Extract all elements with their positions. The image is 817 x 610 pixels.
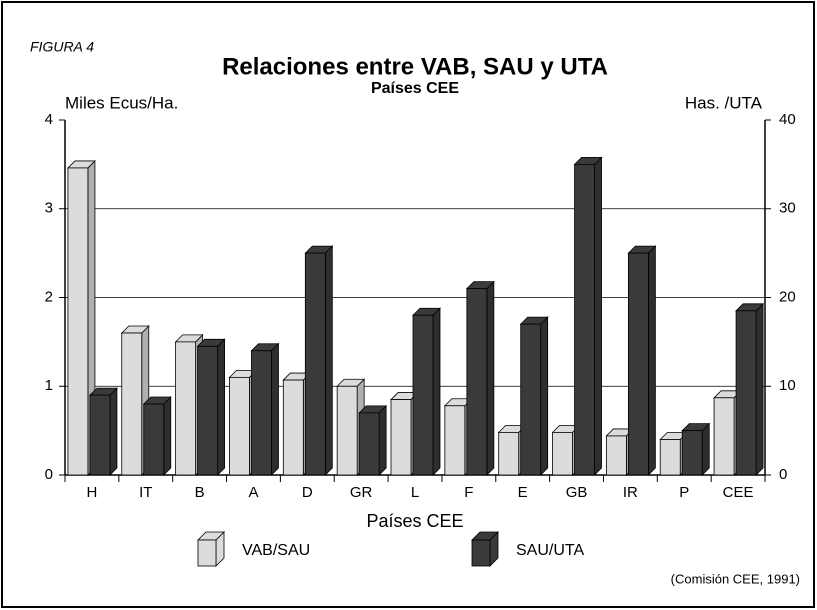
bar xyxy=(735,310,757,476)
bar-side xyxy=(324,245,333,476)
bar xyxy=(520,323,542,476)
bar xyxy=(412,314,434,476)
bar-side xyxy=(755,302,764,476)
bar xyxy=(390,399,412,476)
x-tick-label: P xyxy=(679,484,689,501)
x-tick-label: IT xyxy=(139,484,152,501)
bar xyxy=(659,439,681,476)
y2-tick-label: 30 xyxy=(779,200,796,217)
y2-tick-label: 20 xyxy=(779,288,796,305)
x-axis-label: Países CEE xyxy=(366,511,463,531)
x-tick-label: GR xyxy=(350,484,373,501)
bar xyxy=(681,430,703,476)
bar-side xyxy=(163,396,172,476)
bar xyxy=(444,405,466,476)
chart-subtitle: Países CEE xyxy=(371,80,459,97)
bar-side xyxy=(540,316,549,476)
x-tick-label: F xyxy=(464,484,473,501)
bar xyxy=(143,403,165,476)
bar xyxy=(336,385,358,476)
bar xyxy=(251,350,272,476)
x-tick-label: D xyxy=(302,484,313,501)
bar xyxy=(304,252,326,476)
y2-tick-label: 0 xyxy=(779,466,787,483)
y-tick-label: 1 xyxy=(45,377,53,394)
bar xyxy=(229,376,250,476)
source: (Comisión CEE, 1991) xyxy=(671,571,800,586)
y-tick-label: 3 xyxy=(45,200,53,217)
bar-side xyxy=(432,307,441,476)
bar xyxy=(605,435,627,476)
x-tick-label: A xyxy=(248,484,258,501)
y-tick-label: 0 xyxy=(45,466,53,483)
x-tick-label: GB xyxy=(566,484,588,501)
y2-tick-label: 10 xyxy=(779,377,796,394)
y2-tick-label: 40 xyxy=(779,111,796,128)
x-tick-label: CEE xyxy=(723,484,754,501)
bar xyxy=(175,341,197,476)
y2-axis-label: Has. /UTA xyxy=(685,93,763,112)
bar xyxy=(197,345,219,476)
bar xyxy=(498,431,520,476)
x-tick-label: B xyxy=(195,484,205,501)
bar xyxy=(358,412,380,476)
bar-side xyxy=(217,338,226,476)
x-tick-label: L xyxy=(411,484,419,501)
bar xyxy=(282,379,304,476)
bar-side xyxy=(378,404,387,476)
legend-swatch xyxy=(471,539,491,567)
chart-title: Relaciones entre VAB, SAU y UTA xyxy=(222,53,608,80)
y-tick-label: 2 xyxy=(45,288,53,305)
x-tick-label: H xyxy=(87,484,98,501)
y-axis-label: Miles Ecus/Ha. xyxy=(65,93,178,112)
bar xyxy=(627,252,649,476)
bar xyxy=(466,288,488,476)
x-tick-label: IR xyxy=(623,484,638,501)
bar xyxy=(121,332,143,476)
x-tick-label: E xyxy=(518,484,528,501)
bar-side xyxy=(109,387,118,476)
bar xyxy=(552,431,573,476)
bar xyxy=(574,163,595,476)
bar-side xyxy=(701,422,710,476)
bar-side xyxy=(486,280,495,476)
bar-side xyxy=(594,156,602,476)
bar-side xyxy=(271,342,279,476)
y-tick-label: 4 xyxy=(45,111,53,128)
legend-label: SAU/UTA xyxy=(516,542,584,559)
bar xyxy=(89,394,111,476)
legend-label: VAB/SAU xyxy=(242,542,310,559)
legend-swatch xyxy=(197,539,217,567)
bar xyxy=(67,167,89,476)
bar-side xyxy=(647,245,656,476)
bar xyxy=(713,397,735,476)
figure-label: FIGURA 4 xyxy=(30,39,94,55)
